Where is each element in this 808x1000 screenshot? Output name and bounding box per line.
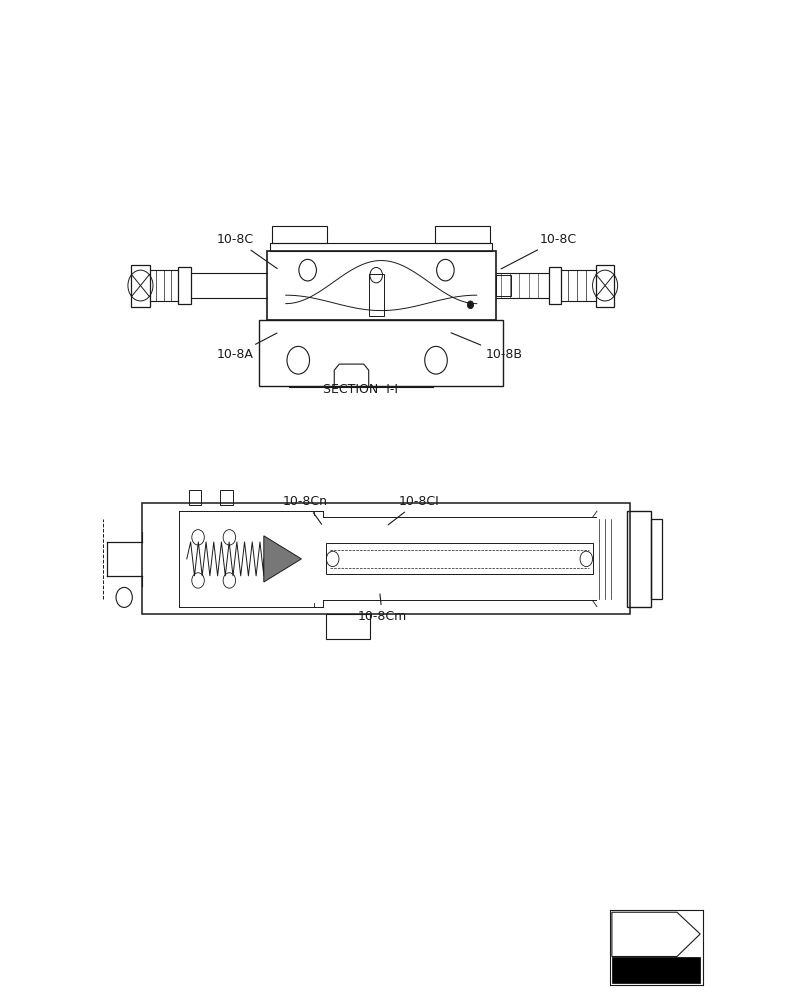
Polygon shape — [612, 956, 701, 983]
Bar — [435, 226, 490, 243]
Polygon shape — [263, 536, 301, 582]
Bar — [131, 265, 149, 307]
Bar — [495, 275, 511, 296]
Text: 10-8C: 10-8C — [501, 233, 576, 269]
Bar — [220, 490, 233, 505]
Bar — [259, 320, 503, 386]
Text: 10-8Cm: 10-8Cm — [358, 594, 407, 623]
Bar — [650, 519, 662, 599]
Bar — [326, 614, 370, 639]
Bar — [270, 243, 492, 251]
Bar — [267, 251, 495, 320]
Text: 10-8A: 10-8A — [217, 333, 277, 361]
Bar — [595, 265, 615, 307]
Text: 10-8B: 10-8B — [451, 333, 523, 361]
Text: 10-8C: 10-8C — [217, 233, 277, 269]
Text: SECTION  I-I: SECTION I-I — [323, 383, 398, 396]
Text: 10-8Cn: 10-8Cn — [283, 495, 327, 524]
Bar — [272, 226, 327, 243]
Polygon shape — [612, 912, 701, 956]
Bar — [178, 267, 191, 304]
Bar — [326, 543, 592, 574]
Text: 10-8CI: 10-8CI — [388, 495, 440, 525]
Bar — [368, 274, 384, 316]
Bar — [189, 490, 201, 505]
Bar — [549, 267, 562, 304]
Bar — [627, 511, 650, 607]
Circle shape — [467, 301, 473, 309]
Bar — [141, 503, 630, 614]
